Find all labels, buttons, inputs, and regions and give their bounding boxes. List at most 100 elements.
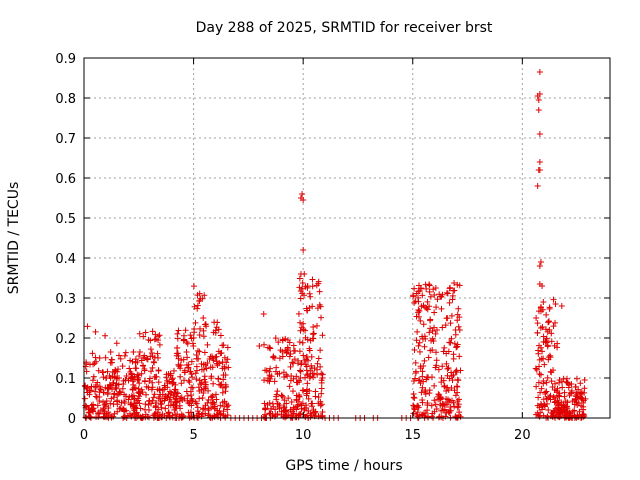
data-point bbox=[219, 342, 226, 349]
data-point bbox=[536, 91, 543, 97]
data-point bbox=[455, 305, 462, 312]
data-point bbox=[213, 324, 220, 331]
y-tick-label: 0.2 bbox=[55, 332, 76, 347]
data-point bbox=[211, 405, 218, 412]
data-point bbox=[223, 383, 230, 390]
data-point bbox=[300, 197, 307, 203]
data-point bbox=[429, 410, 436, 417]
data-point bbox=[177, 405, 184, 412]
data-point bbox=[293, 373, 300, 380]
data-point bbox=[434, 296, 441, 303]
data-point bbox=[205, 396, 212, 403]
data-point bbox=[319, 371, 326, 378]
data-point bbox=[534, 183, 541, 189]
data-point bbox=[536, 69, 543, 75]
data-point bbox=[423, 285, 430, 292]
data-point bbox=[534, 320, 541, 327]
data-point bbox=[448, 369, 455, 376]
data-point bbox=[304, 283, 311, 289]
data-point bbox=[567, 412, 574, 419]
data-point bbox=[447, 284, 454, 291]
data-point bbox=[213, 396, 220, 403]
data-point bbox=[533, 411, 540, 418]
data-point bbox=[318, 370, 325, 377]
data-point bbox=[548, 330, 555, 337]
data-point bbox=[94, 402, 101, 409]
data-point bbox=[412, 369, 419, 376]
data-point bbox=[121, 391, 128, 398]
data-point bbox=[435, 396, 442, 403]
data-point bbox=[451, 280, 458, 287]
data-point bbox=[266, 400, 273, 407]
data-point bbox=[192, 370, 199, 377]
data-point bbox=[431, 382, 438, 389]
data-point bbox=[195, 384, 202, 391]
data-point bbox=[156, 341, 163, 348]
data-point bbox=[306, 387, 313, 394]
data-point bbox=[297, 368, 304, 375]
data-point bbox=[156, 394, 163, 401]
data-point bbox=[173, 402, 180, 409]
data-point bbox=[163, 371, 170, 378]
data-point bbox=[425, 354, 432, 361]
data-point bbox=[150, 358, 157, 365]
data-point bbox=[188, 402, 195, 409]
data-point bbox=[535, 97, 542, 103]
data-point bbox=[266, 410, 273, 417]
data-point bbox=[203, 365, 210, 372]
data-point bbox=[221, 363, 228, 370]
data-point bbox=[454, 383, 461, 390]
data-point bbox=[303, 392, 310, 399]
data-point bbox=[194, 347, 201, 354]
data-point bbox=[548, 409, 555, 416]
data-point bbox=[427, 347, 434, 354]
data-point bbox=[201, 349, 208, 356]
data-point bbox=[433, 357, 440, 364]
data-point bbox=[208, 393, 215, 400]
data-point bbox=[121, 399, 128, 406]
data-point bbox=[141, 352, 148, 359]
data-point bbox=[103, 374, 110, 381]
data-point bbox=[200, 333, 207, 340]
data-point bbox=[288, 398, 295, 405]
data-point bbox=[267, 345, 274, 352]
data-point bbox=[304, 307, 311, 314]
data-point bbox=[439, 363, 446, 370]
data-point bbox=[213, 353, 220, 360]
data-point bbox=[134, 371, 141, 378]
data-point bbox=[415, 377, 422, 384]
data-point bbox=[556, 393, 563, 400]
data-point bbox=[153, 336, 160, 343]
data-point bbox=[196, 332, 203, 339]
data-point bbox=[313, 366, 320, 373]
data-point bbox=[285, 395, 292, 402]
data-point bbox=[540, 380, 547, 387]
data-point bbox=[431, 397, 438, 404]
data-point bbox=[204, 341, 211, 348]
data-point bbox=[310, 323, 317, 330]
data-point bbox=[455, 323, 462, 330]
data-point bbox=[135, 377, 142, 384]
data-point bbox=[108, 413, 115, 420]
data-point bbox=[126, 410, 133, 417]
y-tick-label: 0.9 bbox=[55, 52, 76, 67]
data-point bbox=[419, 333, 426, 340]
data-point bbox=[432, 330, 439, 337]
data-point bbox=[142, 401, 149, 408]
data-point bbox=[279, 353, 286, 360]
data-point bbox=[532, 365, 539, 372]
data-point bbox=[221, 398, 228, 405]
data-point bbox=[299, 290, 306, 297]
data-point bbox=[186, 379, 193, 386]
data-point bbox=[543, 379, 550, 386]
data-point bbox=[537, 259, 544, 265]
data-point bbox=[535, 379, 542, 386]
data-point bbox=[92, 383, 99, 390]
data-point bbox=[147, 346, 154, 353]
y-tick-label: 0.3 bbox=[55, 292, 76, 307]
data-point bbox=[412, 375, 419, 382]
data-point bbox=[288, 412, 295, 419]
data-point bbox=[217, 332, 224, 339]
data-point bbox=[112, 384, 119, 391]
data-point bbox=[200, 327, 207, 334]
